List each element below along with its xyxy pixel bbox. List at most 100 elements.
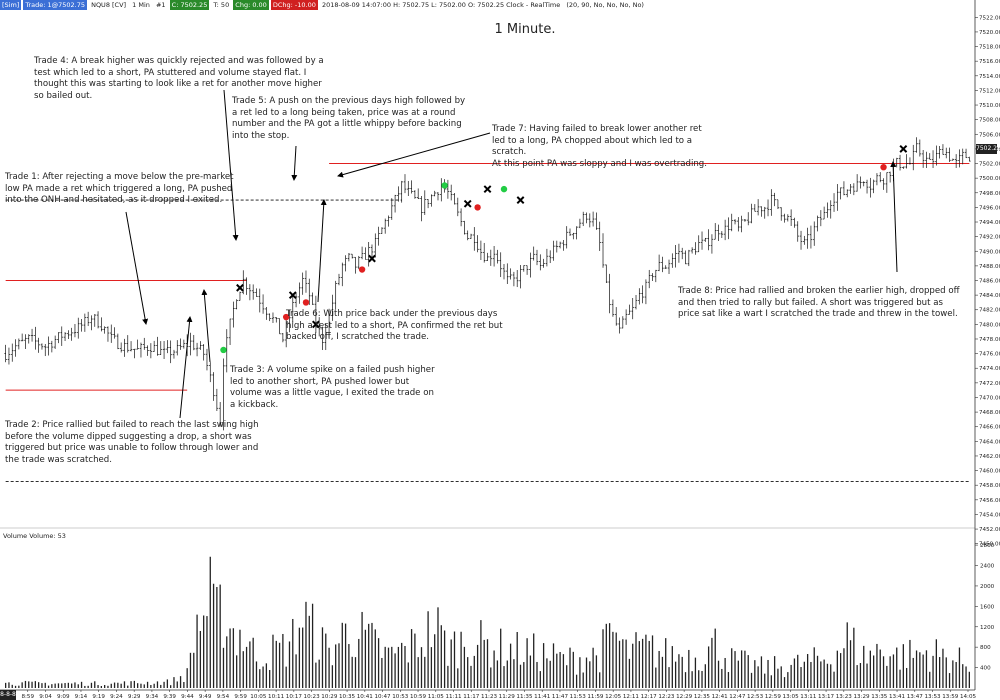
annotation-arrow xyxy=(179,316,193,419)
volume-tick-label: 800 xyxy=(980,645,991,651)
short-entry-dot-icon xyxy=(358,266,366,273)
price-tick-label: 7506.00 xyxy=(979,132,1000,138)
time-tick-label: 11:29 xyxy=(499,694,516,700)
volume-tick-label: 1200 xyxy=(980,625,995,631)
time-tick-label: 13:29 xyxy=(853,694,870,700)
axis-corner-badge: 8-8-8 xyxy=(0,690,16,700)
note-trade-7: Trade 7: Having failed to break lower an… xyxy=(492,124,702,158)
chart-title: 1 Minute. xyxy=(494,22,556,37)
time-tick-label: 13:11 xyxy=(800,694,817,700)
price-tick-label: 7466.00 xyxy=(979,425,1000,431)
price-tick-label: 7468.00 xyxy=(979,410,1000,416)
annotation-arrow xyxy=(317,199,327,303)
volume-tick-label: 1600 xyxy=(980,604,995,610)
annotation-arrow xyxy=(125,211,149,325)
time-tick-label: 12:59 xyxy=(765,694,782,700)
time-tick-label: 9:44 xyxy=(181,694,194,700)
trade-markers xyxy=(220,144,908,354)
symbol-label: NQU8 [CV] xyxy=(91,1,127,9)
price-tick-label: 7510.00 xyxy=(979,103,1000,109)
time-tick-label: 13:59 xyxy=(942,694,959,700)
long-entry-dot-icon xyxy=(220,346,227,354)
time-tick-label: 10:05 xyxy=(250,694,267,700)
price-tick-label: 7490.00 xyxy=(979,249,1000,255)
time-tick-label: 12:05 xyxy=(605,694,622,700)
note-trade-3: Trade 3: A volume spike on a failed push… xyxy=(230,365,435,410)
time-tick-label: 13:41 xyxy=(889,694,906,700)
time-tick-label: 9:54 xyxy=(217,694,230,700)
time-tick-label: 12:47 xyxy=(729,694,746,700)
price-tick-label: 7486.00 xyxy=(979,279,1000,285)
time-tick-label: 12:23 xyxy=(658,694,675,700)
time-tick-label: 10:23 xyxy=(304,694,321,700)
price-tick-label: 7498.00 xyxy=(979,191,1000,197)
price-tick-label: 7454.00 xyxy=(979,512,1000,518)
price-tick-label: 7514.00 xyxy=(979,74,1000,80)
time-tick-label: 13:05 xyxy=(783,694,800,700)
last-price-box: 7502.25 xyxy=(976,144,1000,154)
note-trade-2: Trade 2: Price rallied but failed to rea… xyxy=(5,420,259,465)
time-tick-label: 9:04 xyxy=(39,694,52,700)
price-tick-label: 7460.00 xyxy=(979,469,1000,475)
time-tick-label: 10:59 xyxy=(410,694,427,700)
time-tick-label: 11:53 xyxy=(570,694,587,700)
bar-number: #1 xyxy=(155,1,166,9)
price-tick-label: 7508.00 xyxy=(979,118,1000,124)
time-tick-label: 11:59 xyxy=(587,694,604,700)
time-tick-label: 9:34 xyxy=(146,694,159,700)
price-tick-label: 7476.00 xyxy=(979,352,1000,358)
price-tick-label: 7474.00 xyxy=(979,366,1000,372)
volume-panel-label: Volume Volume: 53 xyxy=(3,532,66,540)
note-trade-6: Trade 6: With price back under the previ… xyxy=(286,309,503,343)
time-tick-label: 9:24 xyxy=(110,694,123,700)
short-entry-dot-icon xyxy=(474,204,481,211)
price-tick-label: 7522.00 xyxy=(979,15,1000,21)
price-tick-label: 7488.00 xyxy=(979,264,1000,270)
price-tick-label: 7484.00 xyxy=(979,293,1000,299)
interval-label: 1 Min xyxy=(132,1,150,9)
annotation-arrow xyxy=(201,289,211,363)
price-tick-label: 7500.00 xyxy=(979,176,1000,182)
time-tick-label: 12:53 xyxy=(747,694,764,700)
note-trade-8: Trade 8: Price had rallied and broken th… xyxy=(678,286,960,320)
time-tick-label: 9:19 xyxy=(92,694,105,700)
time-axis-ticks: 8:538:599:049:099:149:199:249:299:349:39… xyxy=(4,690,977,700)
price-tick-label: 7464.00 xyxy=(979,439,1000,445)
tick-value: T: 50 xyxy=(213,1,230,9)
study-params: (20, 90, No, No, No, No) xyxy=(566,1,644,9)
note-trade-5: Trade 5: A push on the previous days hig… xyxy=(232,96,466,141)
time-tick-label: 14:05 xyxy=(960,694,977,700)
price-tick-label: 7482.00 xyxy=(979,308,1000,314)
annotation-arrows xyxy=(125,89,898,419)
time-tick-label: 9:49 xyxy=(199,694,212,700)
price-tick-label: 7472.00 xyxy=(979,381,1000,387)
price-tick-label: 7492.00 xyxy=(979,235,1000,241)
exit-marker-x-icon xyxy=(368,254,376,263)
sim-tag: [Sim] xyxy=(0,0,22,10)
trade-label: Trade: 1@7502.75 xyxy=(23,0,87,10)
price-tick-label: 7502.00 xyxy=(979,162,1000,168)
time-tick-label: 10:35 xyxy=(339,694,356,700)
price-tick-label: 7478.00 xyxy=(979,337,1000,343)
time-tick-label: 11:47 xyxy=(552,694,569,700)
levels-layer xyxy=(5,163,970,482)
exit-marker-x-icon xyxy=(516,196,525,204)
exit-marker-x-icon xyxy=(483,185,492,194)
time-tick-label: 10:41 xyxy=(357,694,374,700)
time-tick-label: 10:53 xyxy=(392,694,409,700)
annotation-arrow xyxy=(890,161,898,273)
exit-marker-x-icon xyxy=(236,283,244,292)
exit-marker-x-icon xyxy=(899,144,908,153)
time-tick-label: 11:35 xyxy=(516,694,533,700)
time-tick-label: 9:39 xyxy=(163,694,176,700)
volume-layer xyxy=(5,556,970,688)
time-tick-label: 8:59 xyxy=(21,694,34,700)
long-entry-dot-icon xyxy=(441,182,448,189)
chart-header: [Sim] Trade: 1@7502.75 NQU8 [CV] 1 Min #… xyxy=(0,0,646,10)
time-tick-label: 9:29 xyxy=(128,694,141,700)
time-tick-label: 11:05 xyxy=(428,694,445,700)
note-trade-1: Trade 1: After rejecting a move below th… xyxy=(5,172,234,206)
volume-tick-label: 2800 xyxy=(980,543,995,549)
time-tick-label: 13:17 xyxy=(818,694,835,700)
